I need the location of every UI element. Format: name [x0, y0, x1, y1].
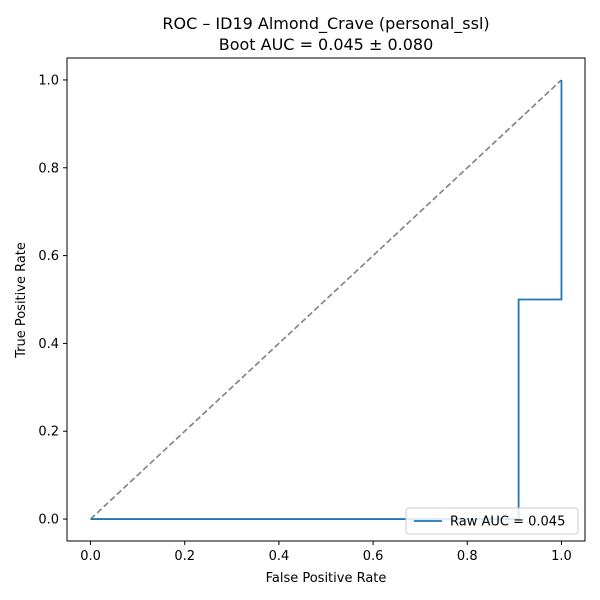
x-axis-label: False Positive Rate — [266, 571, 387, 586]
chance-diagonal-line — [89, 79, 563, 520]
y-tick-label: 0.6 — [38, 249, 59, 264]
legend-box — [405, 507, 579, 535]
plot-frame — [66, 57, 586, 542]
y-axis-label: True Positive Rate — [14, 242, 29, 359]
x-tick-label: 0.6 — [363, 549, 384, 564]
legend-label-0: Raw AUC = 0.045 — [450, 515, 565, 530]
x-tick-label: 1.0 — [551, 549, 572, 564]
x-tick-label: 0.4 — [269, 549, 290, 564]
chart-title: ROC – ID19 Almond_Crave (personal_ssl) — [162, 14, 489, 34]
x-tick-label: 0.2 — [174, 549, 195, 564]
y-tick-label: 0.4 — [38, 337, 59, 352]
chart-subtitle: Boot AUC = 0.045 ± 0.080 — [219, 35, 434, 54]
y-tick-label: 0.8 — [38, 161, 59, 176]
roc-curve-line-0 — [90, 79, 563, 520]
y-tick-label: 0.0 — [38, 513, 59, 528]
x-tick-label: 0.0 — [80, 549, 101, 564]
x-tick-label: 0.8 — [457, 549, 478, 564]
y-tick-label: 0.2 — [38, 425, 59, 440]
y-tick-label: 1.0 — [38, 73, 59, 88]
plot-area: 0.0 0.2 0.4 0.6 0.8 1.0 0.0 0.2 0.4 0.6 0.8 1.0 Raw … — [38, 57, 586, 564]
